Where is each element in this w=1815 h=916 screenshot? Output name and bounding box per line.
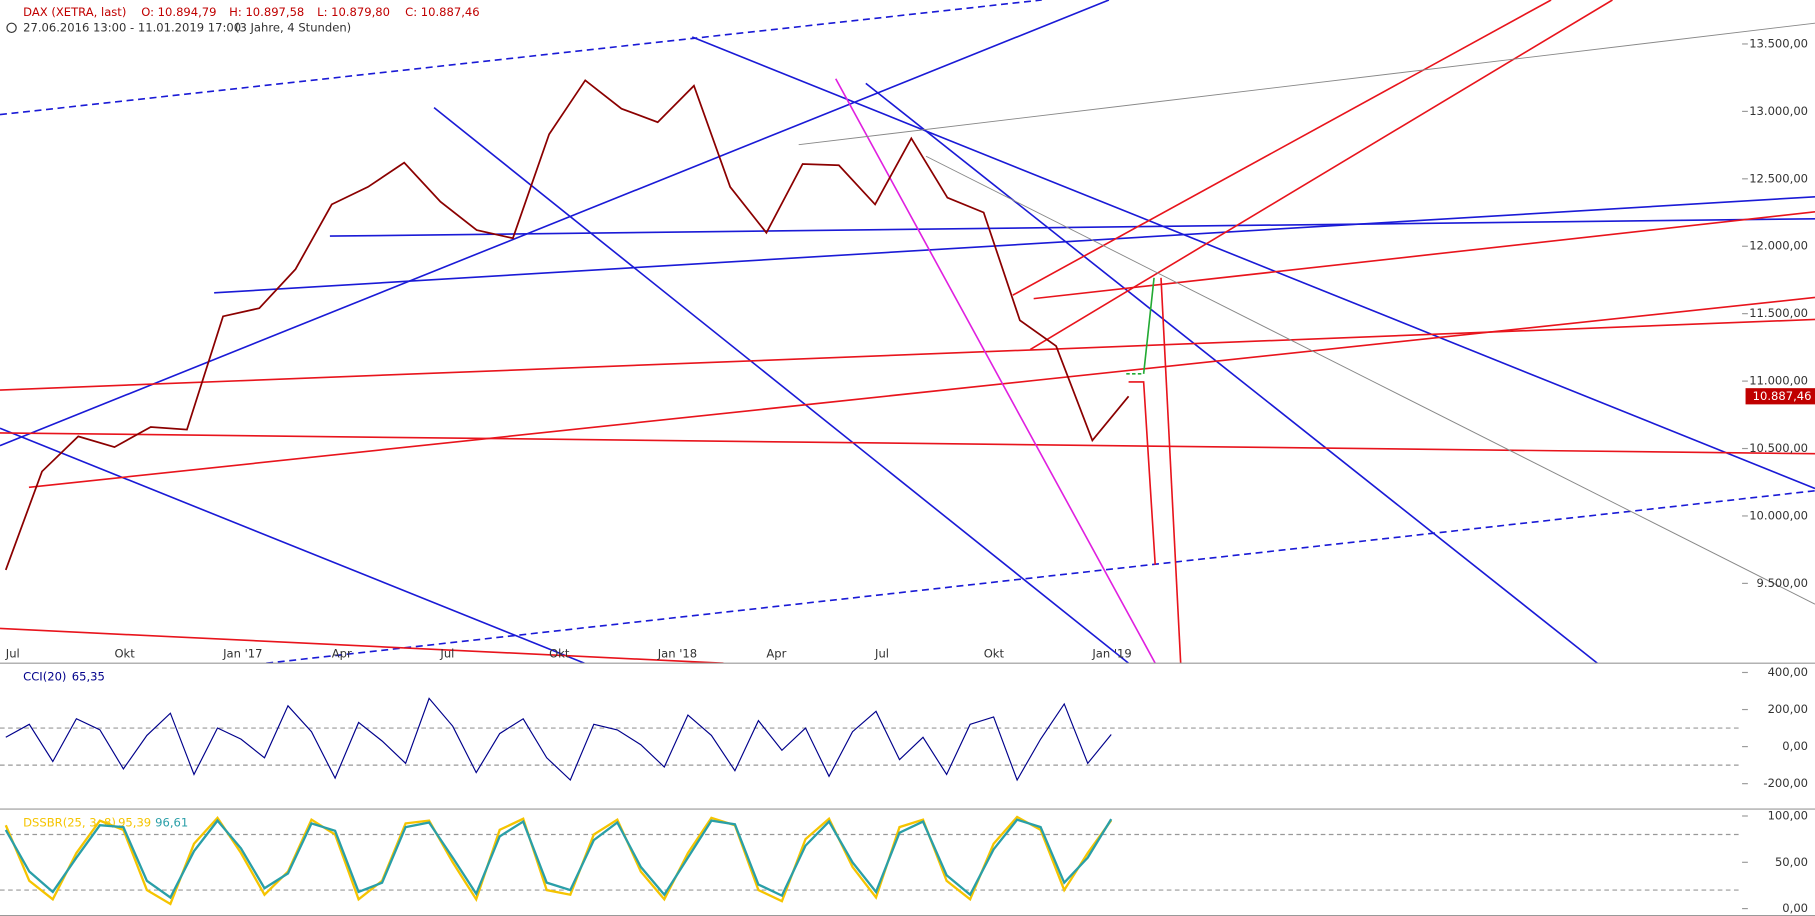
- x-tick-label: Okt: [984, 646, 1005, 660]
- trendline: [1029, 0, 1613, 351]
- trendline: [329, 217, 1815, 237]
- trendline: [214, 195, 1815, 294]
- last-price-label: 10.887,46: [1753, 389, 1812, 403]
- period: 27.06.2016 13:00 - 11.01.2019 17:00: [23, 20, 241, 34]
- indicator-line: [4, 815, 1113, 906]
- trendline: [835, 78, 1156, 664]
- y-tick-label: 13.000,00: [1749, 104, 1808, 118]
- y-tick-label: 11.000,00: [1749, 374, 1808, 388]
- y-tick-label: -200,00: [1763, 776, 1808, 790]
- indicator-line: [5, 697, 1112, 782]
- last-price-box: [1745, 388, 1815, 405]
- x-tick-label: Okt: [549, 646, 570, 660]
- trendline: [266, 489, 1815, 664]
- trendline: [1012, 0, 1552, 296]
- ohlc: L: 10.879,80: [317, 5, 390, 19]
- y-tick-label: 12.000,00: [1749, 239, 1808, 253]
- indicator-value: 65,35: [72, 670, 105, 684]
- y-tick-label: 12.500,00: [1749, 171, 1808, 185]
- ohlc: H: 10.897,58: [229, 5, 304, 19]
- trendline: [1033, 211, 1815, 300]
- panel-title: CCI(20): [23, 670, 66, 684]
- y-tick-label: 50,00: [1775, 855, 1808, 869]
- ohlc: O: 10.894,79: [141, 5, 216, 19]
- title: DAX (XETRA, last): [23, 5, 126, 19]
- trendline: [28, 296, 1815, 489]
- projection: [1128, 381, 1157, 565]
- projection: [1142, 277, 1155, 374]
- x-tick-label: Apr: [332, 646, 352, 660]
- y-tick-label: 9.500,00: [1757, 576, 1809, 590]
- y-tick-label: 10.500,00: [1749, 441, 1808, 455]
- x-tick-label: Apr: [766, 646, 786, 660]
- x-tick-label: Jan '18: [657, 646, 697, 660]
- panel-title: DSSBR(25, 3, 8): [23, 815, 116, 829]
- y-tick-label: 400,00: [1768, 665, 1808, 679]
- price-line: [4, 79, 1130, 571]
- trendline: [433, 107, 1130, 664]
- y-tick-label: 10.000,00: [1749, 508, 1808, 522]
- x-tick-label: Jul: [874, 646, 889, 660]
- y-tick-label: 100,00: [1768, 808, 1808, 822]
- y-tick-label: 200,00: [1768, 702, 1808, 716]
- trendline: [691, 36, 1815, 490]
- x-tick-label: Jul: [5, 646, 20, 660]
- trendline: [925, 155, 1815, 605]
- trendline: [0, 0, 1042, 116]
- trendline: [0, 0, 1110, 447]
- y-tick-label: 11.500,00: [1749, 306, 1808, 320]
- x-tick-label: Jul: [439, 646, 454, 660]
- range: (3 Jahre, 4 Stunden): [235, 20, 351, 34]
- trendlines: [0, 0, 1815, 664]
- trendline: [0, 427, 585, 664]
- projection: [1160, 277, 1182, 664]
- y-tick-label: 0,00: [1782, 901, 1808, 915]
- y-tick-label: 0,00: [1782, 739, 1808, 753]
- x-tick-label: Jan '19: [1091, 646, 1131, 660]
- indicator-value: 95,39: [118, 815, 151, 829]
- trendline: [865, 82, 1598, 664]
- indicator-value: 96,61: [155, 815, 188, 829]
- x-tick-label: Okt: [114, 646, 135, 660]
- y-tick-label: 13.500,00: [1749, 36, 1808, 50]
- indicator-line: [4, 818, 1113, 900]
- trendline: [0, 318, 1815, 391]
- trendline: [0, 627, 724, 664]
- trendline: [0, 432, 1815, 455]
- x-tick-label: Jan '17: [222, 646, 262, 660]
- ohlc: C: 10.887,46: [405, 5, 480, 19]
- clock-icon: [6, 22, 17, 33]
- trendline: [798, 22, 1815, 146]
